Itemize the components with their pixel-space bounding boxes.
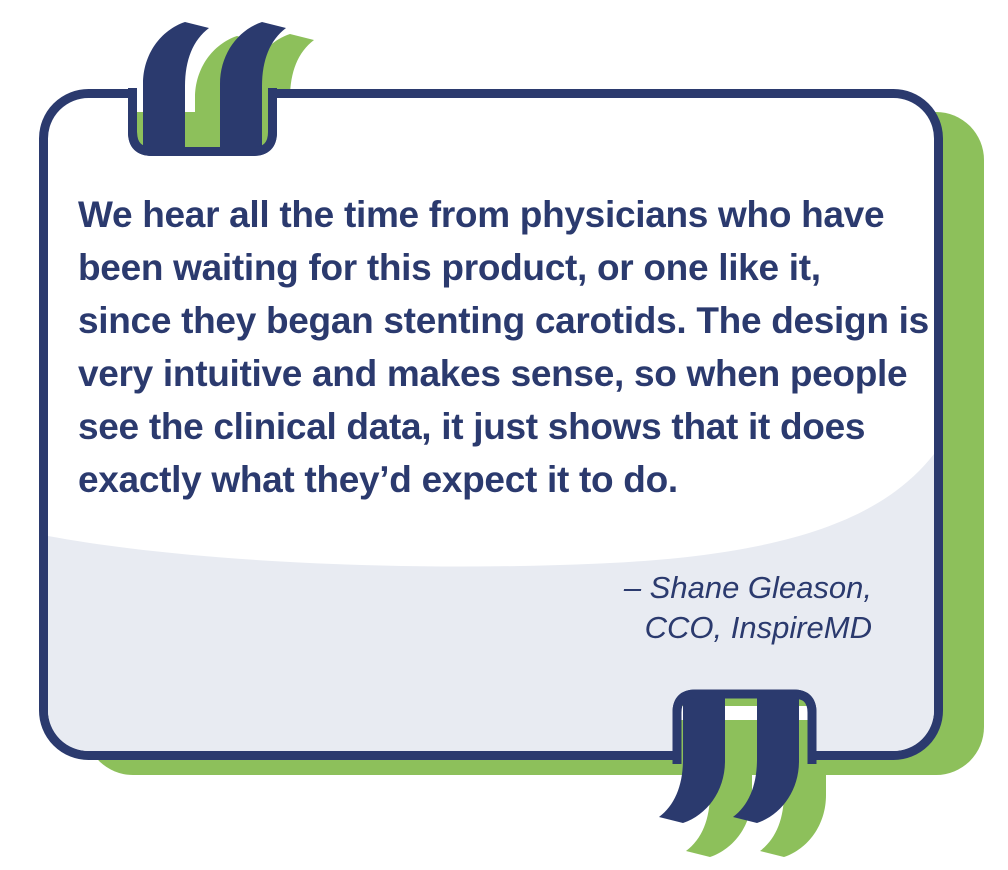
attribution-title: CCO, InspireMD [644,610,872,645]
quote-line: very intuitive and makes sense, so when … [78,353,908,394]
gray-wave-panel [48,454,934,751]
quote-line: We hear all the time from physicians who… [78,194,885,235]
attribution-name: – Shane Gleason, [623,570,872,605]
quote-line: exactly what they’d expect it to do. [78,459,678,500]
quote-attribution: – Shane Gleason, CCO, InspireMD [624,568,872,648]
quote-line: see the clinical data, it just shows tha… [78,406,866,447]
quote-text: We hear all the time from physicians who… [78,188,929,506]
opening-quotes-icon [128,22,314,156]
quote-line: been waiting for this product, or one li… [78,247,821,288]
closing-quotes-icon [659,689,826,857]
quote-line: since they began stenting carotids. The … [78,300,929,341]
